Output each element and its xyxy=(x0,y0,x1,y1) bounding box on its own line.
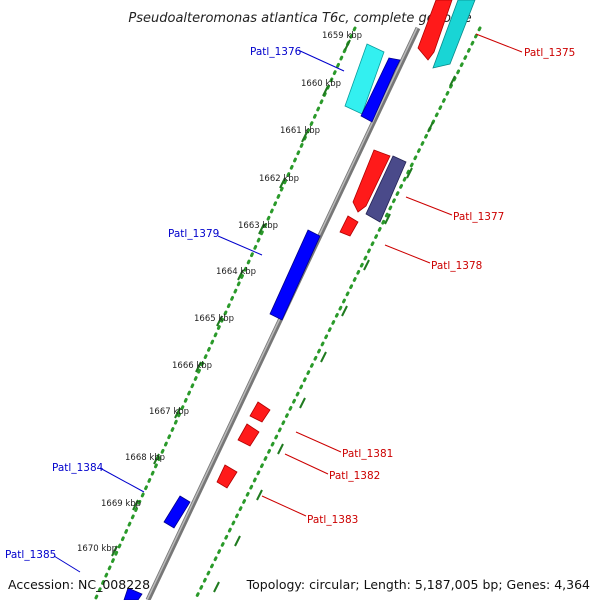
ruler-label: 1670 kbp xyxy=(77,544,117,554)
gene-patl-1385[interactable] xyxy=(123,587,143,600)
outer-tick xyxy=(213,75,456,593)
gene-label-patl-1382[interactable]: Patl_1382 xyxy=(329,470,380,482)
gene-label-patl-1377[interactable]: Patl_1377 xyxy=(453,211,504,223)
leader-line xyxy=(217,235,263,256)
leader-line xyxy=(405,196,453,216)
ruler-tick xyxy=(132,499,139,511)
ruler-tick xyxy=(195,361,202,373)
gene-patl-1376[interactable] xyxy=(360,57,401,123)
ruler-label: 1660 kbp xyxy=(301,79,341,89)
gene-label-patl-1383[interactable]: Patl_1383 xyxy=(307,514,358,526)
ruler-tick xyxy=(301,131,308,143)
gene-patl-1382[interactable] xyxy=(237,423,260,447)
topology-text: Topology: circular; Length: 5,187,005 bp… xyxy=(246,577,590,592)
ruler-tick xyxy=(153,453,160,465)
ruler-tick xyxy=(322,85,329,97)
gene-patl-1384[interactable] xyxy=(163,495,191,529)
leader-line xyxy=(284,453,329,475)
ruler-label: 1667 kbp xyxy=(149,407,189,417)
rna-patl-1375-teal[interactable] xyxy=(432,0,476,69)
leader-line xyxy=(99,467,145,493)
ruler-label: 1668 kbp xyxy=(125,453,165,463)
gene-label-patl-1384[interactable]: Patl_1384 xyxy=(52,462,104,474)
accession-text: Accession: NC_008228 xyxy=(8,577,151,592)
ruler-label: 1663 kbp xyxy=(238,221,278,231)
ruler-tick xyxy=(258,223,265,235)
gene-patl-1383[interactable] xyxy=(216,464,238,489)
ruler-label: 1666 kbp xyxy=(172,361,212,371)
ruler-track xyxy=(93,26,357,600)
ruler-tick xyxy=(344,39,351,51)
gene-patl-1381[interactable] xyxy=(249,401,271,423)
ruler-tick xyxy=(237,269,244,281)
ruler-tick xyxy=(279,177,286,189)
leader-line xyxy=(475,33,523,53)
gene-label-patl-1376[interactable]: Patl_1376 xyxy=(250,46,302,58)
ruler-tick xyxy=(216,315,223,327)
leader-line xyxy=(53,555,81,573)
gene-patl-1377[interactable] xyxy=(352,149,391,213)
leader-line xyxy=(261,495,307,517)
rna-patl-1377-purple[interactable] xyxy=(365,155,407,223)
gene-label-patl-1385[interactable]: Patl_1385 xyxy=(5,549,56,561)
map-title: Pseudoalteromonas atlantica T6c, complet… xyxy=(128,11,471,26)
leader-line xyxy=(297,49,345,72)
ruler-label: 1665 kbp xyxy=(194,314,234,324)
ruler-label: 1669 kbp xyxy=(101,499,141,509)
gene-label-patl-1379[interactable]: Patl_1379 xyxy=(168,228,219,240)
gene-label-patl-1381[interactable]: Patl_1381 xyxy=(342,448,393,460)
leader-line xyxy=(384,244,431,264)
ruler-label: 1661 kbp xyxy=(280,126,320,136)
gene-label-patl-1375[interactable]: Patl_1375 xyxy=(524,47,575,59)
gene-patl-1378[interactable] xyxy=(339,215,359,237)
ruler-label: 1664 kbp xyxy=(216,267,256,277)
leader-line xyxy=(295,431,342,453)
ruler-tick xyxy=(174,407,181,419)
ruler-tick xyxy=(111,545,118,557)
gene-patl-1375[interactable] xyxy=(417,0,453,61)
ruler-label: 1662 kbp xyxy=(259,174,299,184)
gene-patl-1379[interactable] xyxy=(269,229,321,321)
ruler-label: 1659 kbp xyxy=(322,31,362,41)
gene-label-patl-1378[interactable]: Patl_1378 xyxy=(431,260,482,272)
